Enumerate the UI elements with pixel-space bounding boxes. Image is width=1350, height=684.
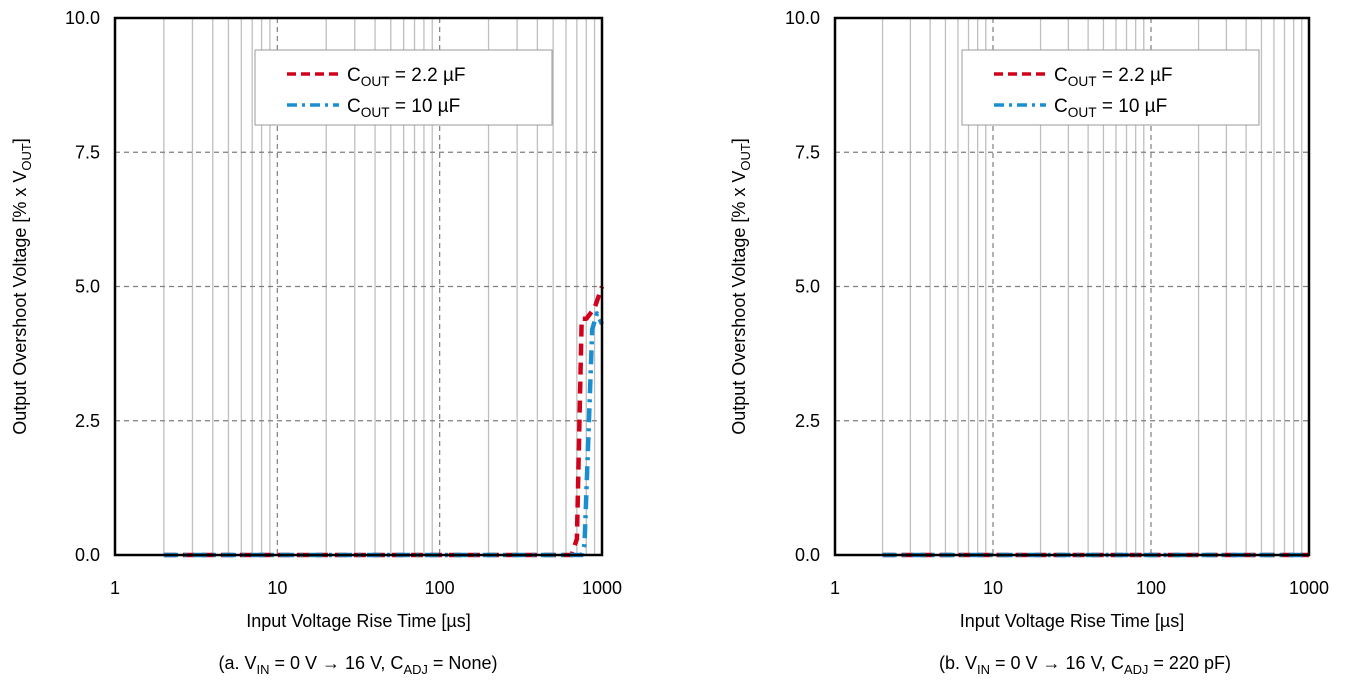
legend-entry-1: COUT = 10 µF (1054, 96, 1167, 120)
y-tick-label: 2.5 (75, 411, 100, 431)
x-tick-label: 1 (830, 578, 840, 598)
y-tick-label: 7.5 (75, 142, 100, 162)
y-axis-label: Output Overshoot Voltage [% x VOUT] (729, 138, 753, 435)
legend-entry-prefix: C (1054, 96, 1068, 117)
x-tick-label: 100 (1136, 578, 1166, 598)
legend-entry-0: COUT = 2.2 µF (347, 65, 466, 89)
legend-entry-suffix: = 10 µF (390, 96, 461, 117)
chart-b: 0.0 2.5 5.0 7.5 10.0 1 10 100 1000 Input Voltage … (729, 8, 1329, 677)
x-tick-label: 1000 (1289, 578, 1329, 598)
x-tick-label: 1 (110, 578, 120, 598)
x-axis-label: Input Voltage Rise Time [µs] (960, 611, 1184, 631)
y-axis-label-main: Output Overshoot Voltage [% x V (729, 171, 749, 435)
y-tick-label: 10.0 (785, 8, 820, 28)
caption-part: = 0 V → 16 V, C (990, 653, 1124, 673)
legend-entry-1: COUT = 10 µF (347, 96, 460, 120)
caption-part: = None) (428, 653, 498, 673)
legend-entry-sub: OUT (361, 74, 391, 89)
x-tick-label: 10 (983, 578, 1003, 598)
caption-part: = 0 V → 16 V, C (270, 653, 404, 673)
legend-entry-sub: OUT (1068, 105, 1098, 120)
legend-entry-prefix: C (347, 65, 361, 86)
y-tick-label: 5.0 (795, 277, 820, 297)
y-tick-label: 0.0 (795, 545, 820, 565)
chart-caption: (a. VIN = 0 V → 16 V, CADJ = None) (219, 653, 498, 677)
legend-entry-0: COUT = 2.2 µF (1054, 65, 1173, 89)
x-axis-label: Input Voltage Rise Time [µs] (246, 611, 470, 631)
caption-part: (b. V (939, 653, 977, 673)
legend-entry-sub: OUT (361, 105, 391, 120)
legend-box (254, 49, 553, 126)
y-tick-label: 2.5 (795, 411, 820, 431)
y-axis-label-sub: OUT (738, 143, 753, 170)
x-tick-label: 10 (267, 578, 287, 598)
legend-entry-prefix: C (1054, 65, 1068, 86)
y-tick-label: 5.0 (75, 277, 100, 297)
y-tick-label: 0.0 (75, 545, 100, 565)
y-axis-label-end: ] (10, 138, 30, 143)
x-tick-label: 100 (425, 578, 455, 598)
y-tick-label: 7.5 (795, 142, 820, 162)
caption-part: (a. V (219, 653, 257, 673)
y-axis-label-main: Output Overshoot Voltage [% x V (10, 171, 30, 435)
legend-entry-prefix: C (347, 96, 361, 117)
chart-a: 0.0 2.5 5.0 7.5 10.0 1 10 100 1000 Input Voltage … (10, 8, 622, 677)
y-axis-label-end: ] (729, 138, 749, 143)
legend-entry-suffix: = 2.2 µF (390, 65, 466, 86)
legend-entry-suffix: = 2.2 µF (1097, 65, 1173, 86)
y-tick-label: 10.0 (65, 8, 100, 28)
caption-sub: ADJ (1124, 662, 1148, 677)
caption-sub: IN (977, 662, 990, 677)
caption-sub: IN (257, 662, 270, 677)
plot-frame (113, 16, 604, 557)
x-tick-label: 1000 (582, 578, 622, 598)
legend-entry-sub: OUT (1068, 74, 1098, 89)
caption-part: = 220 pF) (1148, 653, 1231, 673)
y-axis-label-sub: OUT (19, 143, 34, 170)
chart-caption: (b. VIN = 0 V → 16 V, CADJ = 220 pF) (939, 653, 1231, 677)
legend-entry-suffix: = 10 µF (1097, 96, 1168, 117)
y-axis-label: Output Overshoot Voltage [% x VOUT] (10, 138, 34, 435)
legend-box (961, 49, 1260, 126)
plot-frame (833, 16, 1311, 557)
caption-sub: ADJ (403, 662, 427, 677)
